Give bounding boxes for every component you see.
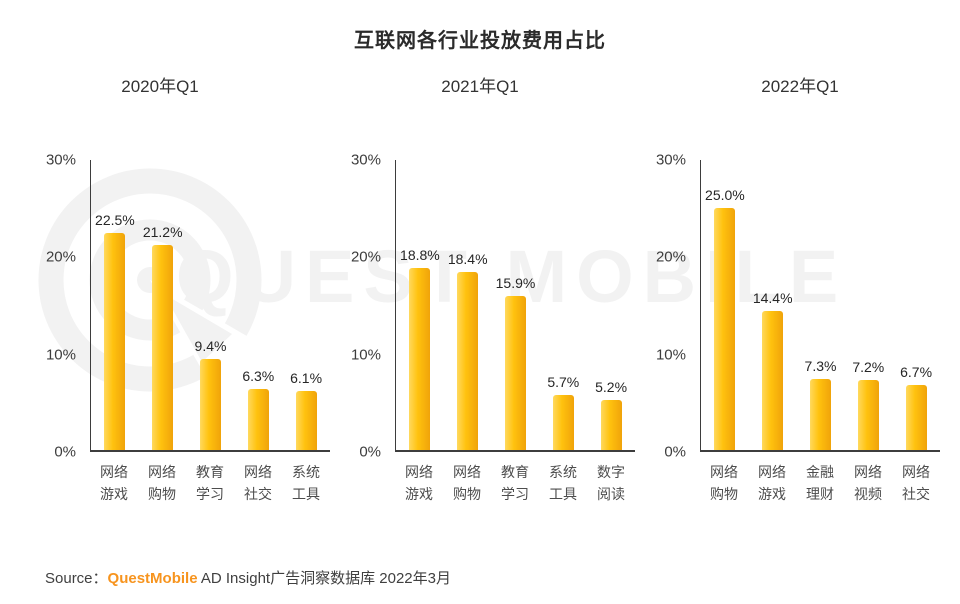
category-label: 网络 购物 [453,464,481,502]
bar [809,379,831,450]
x-axis-labels: 网络 购物 网络 游戏 金融 理财 网络 视频 网络 社交 [700,461,940,505]
bar [409,268,431,450]
plot-area: 18.8% 18.4% 15.9% 5.7% 5.2% [395,160,635,452]
category-label: 教育 学习 [501,464,529,502]
bar [295,391,317,450]
bar [457,272,479,450]
bar-value-label: 15.9% [495,275,536,292]
source-rest: AD Insight广告洞察数据库 2022年3月 [197,570,451,587]
bar-value-label: 21.2% [142,224,183,241]
bar-slot: 22.5% [91,160,139,450]
y-axis: 30% 20% 10% 0% [343,152,389,461]
bar-value-label: 6.1% [290,370,323,387]
bar [504,296,526,450]
category-label: 网络 游戏 [405,464,433,502]
y-axis: 30% 20% 10% 0% [38,152,84,461]
y-tick-label: 10% [350,346,381,364]
bar-slot: 21.2% [139,160,187,450]
category-label: 系统 工具 [292,464,320,502]
bar-chart-2021q1: 30% 20% 10% 0% 18.8% 18.4% 15.9% 5.7% 5.2% 网络 游戏… [347,152,635,505]
bar-slot: 7.3% [797,160,845,450]
bar-value-label: 5.7% [547,373,580,390]
bar-slot: 14.4% [749,160,797,450]
panel-title-2022q1: 2022年Q1 [761,77,839,96]
y-tick-label: 0% [359,443,381,461]
y-tick-label: 10% [655,346,686,364]
page-title: 互联网各行业投放费用占比 [354,30,606,52]
bar-value-label: 22.5% [95,211,135,228]
y-tick-label: 20% [350,248,381,266]
y-tick-label: 20% [45,248,76,266]
panel-title-2020q1: 2020年Q1 [121,77,199,96]
bar-value-label: 18.8% [400,247,440,264]
bar [857,380,879,450]
bar [152,245,174,450]
x-axis-labels: 网络 游戏 网络 购物 教育 学习 网络 社交 系统 工具 [90,461,330,505]
category-label: 网络 社交 [902,464,930,502]
bar-slot: 6.1% [282,160,330,450]
category-label: 网络 社交 [244,464,272,502]
plot-area: 25.0% 14.4% 7.3% 7.2% 6.7% [700,160,940,452]
bar [762,310,784,450]
bar-slot: 7.2% [844,160,892,450]
category-label: 系统 工具 [549,464,577,502]
category-label: 教育 学习 [196,464,224,502]
bar-value-label: 9.4% [194,338,227,355]
bar-value-label: 7.3% [804,358,837,375]
bar-slot: 6.7% [892,160,940,450]
bar-slot: 5.7% [539,160,587,450]
category-label: 网络 购物 [148,464,176,502]
panel-titles-row: 2020年Q1 2021年Q1 2022年Q1 [0,72,960,97]
category-label: 网络 游戏 [100,464,128,502]
y-tick-label: 10% [45,346,76,364]
bar [199,359,221,450]
y-axis: 30% 20% 10% 0% [648,152,694,461]
bar-slot: 5.2% [587,160,635,450]
bar-slot: 18.8% [396,160,444,450]
y-tick-label: 30% [45,151,76,169]
y-tick-label: 30% [655,151,686,169]
charts-row: 30% 20% 10% 0% 22.5% 21.2% 9.4% 6.3% 6.1% 网络 游戏网… [42,152,940,505]
bar-slot: 9.4% [187,160,235,450]
y-tick-label: 20% [655,248,686,266]
bar-chart-2020q1: 30% 20% 10% 0% 22.5% 21.2% 9.4% 6.3% 6.1% 网络 游戏网… [42,152,330,505]
source-label: Source： [45,570,108,587]
bar-value-label: 25.0% [705,187,745,204]
y-tick-label: 0% [664,443,686,461]
bar-value-label: 14.4% [752,289,793,306]
bar-value-label: 18.4% [447,251,488,268]
bar [600,399,622,450]
bar-chart-2022q1: 30% 20% 10% 0% 25.0% 14.4% 7.3% 7.2% 6.7% 网络 购物网… [652,152,940,505]
bar-slot: 18.4% [444,160,492,450]
bar-value-label: 7.2% [852,359,885,376]
bar [104,232,126,450]
y-tick-label: 30% [350,151,381,169]
category-label: 网络 视频 [854,464,882,502]
bar-slot: 6.3% [234,160,282,450]
category-label: 网络 购物 [710,464,738,502]
plot-area: 22.5% 21.2% 9.4% 6.3% 6.1% [90,160,330,452]
bar [247,389,269,450]
bar-slot: 25.0% [701,160,749,450]
x-axis-labels: 网络 游戏 网络 购物 教育 学习 系统 工具 数字 阅读 [395,461,635,505]
y-tick-label: 0% [54,443,76,461]
source-brand: QuestMobile [107,570,198,587]
panel-title-2021q1: 2021年Q1 [441,77,519,96]
bar [714,208,736,450]
category-label: 金融 理财 [806,464,834,502]
bar-slot: 15.9% [492,160,540,450]
bar-value-label: 6.7% [900,364,933,381]
bar [905,385,927,450]
source-line: Source：QuestMobile AD Insight广告洞察数据库 202… [45,567,451,588]
bar-value-label: 6.3% [242,368,275,385]
category-label: 数字 阅读 [597,464,625,502]
bar-value-label: 5.2% [595,378,628,395]
category-label: 网络 游戏 [758,464,786,502]
bar [552,394,574,450]
